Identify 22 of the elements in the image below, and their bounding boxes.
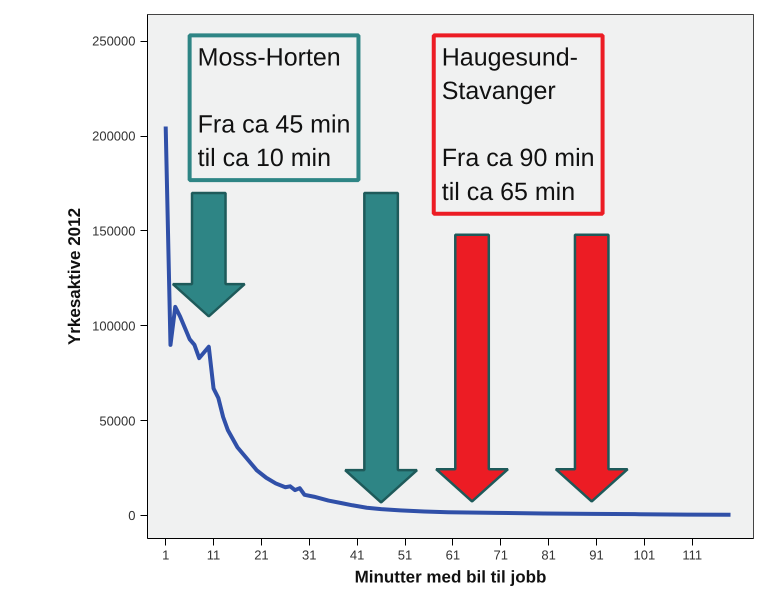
x-tick-label: 31 [302, 548, 317, 562]
x-tick-label: 81 [541, 548, 556, 562]
x-tick-label: 1 [162, 548, 170, 562]
x-tick-label: 71 [494, 548, 508, 562]
y-axis-title: Yrkesaktive 2012 [65, 208, 84, 346]
x-tick-label: 11 [206, 548, 220, 562]
text: Moss-Horten Fra ca 45 min til ca 10 min [198, 43, 350, 172]
x-tick-label: 41 [350, 548, 364, 562]
x-tick-label: 91 [589, 548, 604, 562]
y-tick-label: 250000 [92, 34, 136, 49]
x-tick-label: 111 [682, 548, 702, 562]
x-tick-label: 21 [254, 548, 269, 562]
y-tick-label: 200000 [92, 128, 136, 144]
x-tick-label: 51 [398, 548, 412, 562]
x-tick-label: 101 [634, 548, 656, 562]
text: Haugesund- Stavanger Fra ca 90 min til ca 65 min [442, 43, 595, 206]
y-tick-label: 0 [128, 508, 136, 524]
x-axis-title: Minutter med bil til jobb [354, 568, 546, 586]
y-tick-label: 50000 [99, 413, 136, 428]
y-tick-label: 100000 [92, 318, 136, 334]
x-tick-label: 61 [446, 548, 460, 562]
y-tick-label: 150000 [92, 223, 136, 238]
